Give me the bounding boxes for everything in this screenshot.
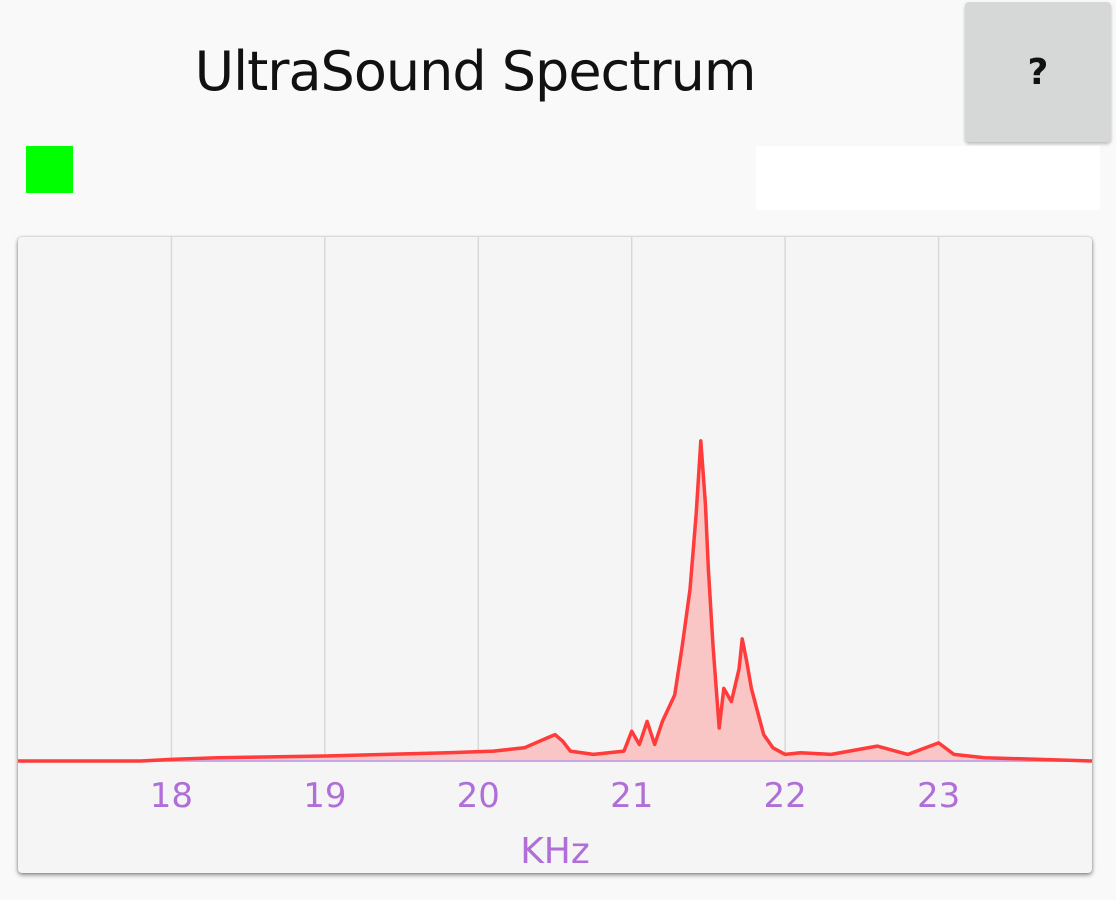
spectrum-chart: 18 19 20 21 22 23 KHz	[18, 237, 1092, 872]
x-tick-label-20: 20	[457, 776, 500, 816]
spectrum-chart-card: 18 19 20 21 22 23 KHz	[18, 237, 1092, 873]
tick-layer: 18 19 20 21 22 23	[150, 776, 960, 816]
x-tick-label-23: 23	[917, 776, 960, 816]
help-button[interactable]: ?	[965, 2, 1111, 142]
series-area-0	[18, 440, 1092, 761]
x-tick-label-19: 19	[303, 776, 346, 816]
status-indicator	[26, 146, 73, 193]
status-field	[756, 146, 1100, 210]
series-line-0	[18, 439, 1092, 763]
x-axis-label: KHz	[520, 831, 590, 872]
x-tick-label-21: 21	[610, 776, 653, 816]
grid-layer	[170, 237, 940, 761]
area-layer	[18, 439, 1092, 763]
x-tick-label-22: 22	[764, 776, 807, 816]
x-tick-label-18: 18	[150, 776, 193, 816]
page-title: UltraSound Spectrum	[194, 40, 757, 103]
